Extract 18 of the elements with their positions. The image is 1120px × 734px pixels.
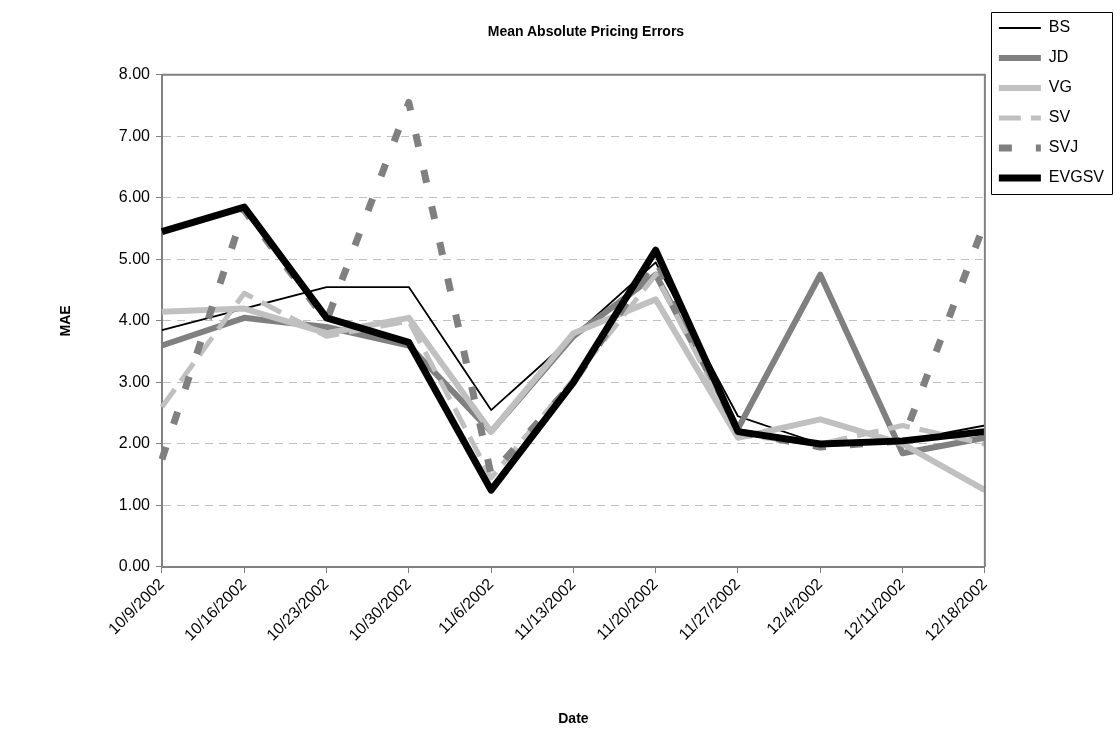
legend-label: EVGSV bbox=[1048, 168, 1105, 186]
y-tick-label: 3.00 bbox=[118, 372, 151, 390]
legend-label: BS bbox=[1048, 18, 1071, 36]
y-tick-label: 4.00 bbox=[118, 311, 151, 329]
y-tick-label: 0.00 bbox=[118, 557, 151, 575]
legend-label: VG bbox=[1048, 78, 1072, 96]
y-tick-label: 6.00 bbox=[118, 188, 151, 206]
y-tick-label: 2.00 bbox=[118, 434, 151, 452]
legend-label: SVJ bbox=[1048, 138, 1079, 156]
y-tick-label: 8.00 bbox=[118, 65, 151, 83]
y-tick-label: 1.00 bbox=[118, 495, 151, 513]
x-axis-title: Date bbox=[558, 710, 589, 727]
y-tick-label: 5.00 bbox=[118, 249, 151, 267]
legend-label: SV bbox=[1048, 108, 1071, 126]
y-axis-title: MAE bbox=[57, 305, 74, 337]
y-tick-label: 7.00 bbox=[118, 126, 151, 144]
legend-label: JD bbox=[1048, 48, 1069, 66]
chart-title: Mean Absolute Pricing Errors bbox=[487, 23, 685, 40]
